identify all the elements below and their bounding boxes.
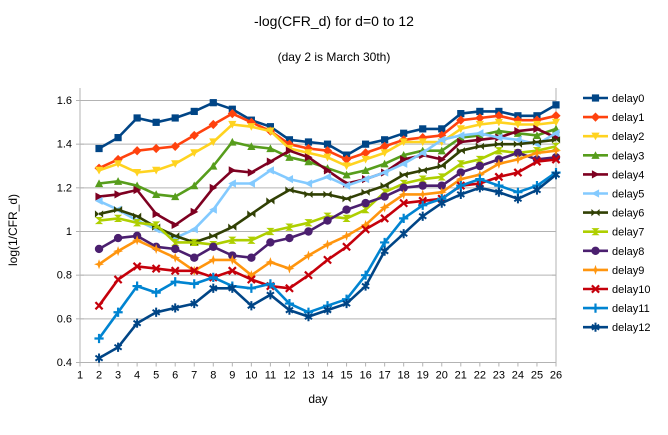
legend-item-delay6: delay6	[583, 208, 644, 220]
x-tick-label: 8	[210, 370, 216, 382]
x-tick-label: 21	[455, 370, 467, 382]
legend-label: delay10	[612, 284, 651, 296]
x-tick-label: 3	[115, 370, 121, 382]
x-tick-label: 6	[172, 370, 178, 382]
legend-item-delay5: delay5	[583, 189, 644, 201]
legend-item-delay0: delay0	[583, 93, 644, 105]
legend-item-delay4: delay4	[583, 169, 644, 181]
x-tick-label: 22	[474, 370, 486, 382]
legend-item-delay3: delay3	[583, 150, 644, 162]
x-tick-label: 9	[229, 370, 235, 382]
legend-item-delay9: delay9	[583, 264, 644, 277]
legend-item-delay10: delay10	[583, 284, 651, 296]
legend-label: delay0	[612, 93, 644, 105]
x-tick-label: 4	[134, 370, 140, 382]
chart-title: -log(CFR_d) for d=0 to 12	[254, 13, 414, 29]
legend-label: delay9	[612, 265, 644, 277]
legend-item-delay7: delay7	[583, 227, 644, 239]
axes	[76, 88, 557, 367]
y-tick-label: 1	[66, 226, 72, 238]
x-tick-label: 5	[153, 370, 159, 382]
x-tick-label: 25	[531, 370, 543, 382]
y-tick-label: 1.4	[57, 139, 72, 151]
x-tick-label: 20	[436, 370, 448, 382]
legend-label: delay6	[612, 208, 644, 220]
y-tick-label: 0.4	[57, 357, 72, 369]
series-delay5	[94, 129, 560, 243]
x-tick-label: 15	[340, 370, 352, 382]
x-tick-label: 18	[398, 370, 410, 382]
x-tick-label: 19	[417, 370, 429, 382]
y-axis-title: log(1/CFR_d)	[6, 194, 20, 266]
legend-item-delay8: delay8	[583, 246, 644, 258]
legend-label: delay4	[612, 169, 644, 181]
x-tick-label: 7	[191, 370, 197, 382]
x-tick-label: 1	[77, 370, 83, 382]
y-tick-label: 0.8	[57, 270, 72, 282]
x-tick-label: 2	[96, 370, 102, 382]
x-tick-label: 11	[265, 370, 276, 382]
legend-item-delay2: delay2	[583, 131, 644, 143]
series-delay8	[94, 148, 561, 262]
legend-item-delay12: delay12	[583, 322, 651, 334]
x-tick-label: 10	[245, 370, 257, 382]
x-tick-label: 12	[283, 370, 295, 382]
legend-label: delay11	[612, 303, 650, 315]
x-tick-label: 13	[302, 370, 314, 382]
legend-label: delay12	[612, 322, 651, 334]
y-tick-label: 1.2	[57, 182, 72, 194]
axis-tick-labels: 0.40.60.811.21.41.61 2 3 4 5 6 7 8 9 10 11 12 13 14 15…	[57, 95, 562, 382]
x-tick-label: 26	[550, 370, 562, 382]
series-delay12	[94, 170, 561, 363]
legend-label: delay2	[612, 131, 644, 143]
chart-subtitle: (day 2 is March 30th)	[277, 50, 391, 64]
series-delay6	[94, 136, 561, 247]
legend-label: delay3	[612, 150, 644, 162]
series-delay0	[95, 99, 560, 159]
y-tick-label: 0.6	[57, 313, 72, 325]
x-axis-title: day	[308, 392, 327, 406]
x-tick-label: 16	[359, 370, 371, 382]
legend-item-delay11: delay11	[583, 303, 650, 315]
x-tick-label: 24	[512, 370, 524, 382]
y-tick-label: 1.6	[57, 95, 72, 107]
legend-label: delay5	[612, 189, 644, 201]
series-delay1	[94, 109, 561, 173]
legend-label: delay8	[612, 246, 644, 258]
x-tick-label: 23	[493, 370, 505, 382]
series-lines	[94, 99, 561, 363]
legend: delay0 delay1 delay2 delay3 delay4 delay5 dela…	[583, 93, 651, 334]
series-delay2	[94, 118, 561, 177]
legend-label: delay7	[612, 227, 644, 239]
x-tick-label: 17	[379, 370, 391, 382]
legend-label: delay1	[612, 112, 644, 124]
x-tick-label: 14	[321, 370, 333, 382]
legend-item-delay1: delay1	[583, 112, 644, 124]
